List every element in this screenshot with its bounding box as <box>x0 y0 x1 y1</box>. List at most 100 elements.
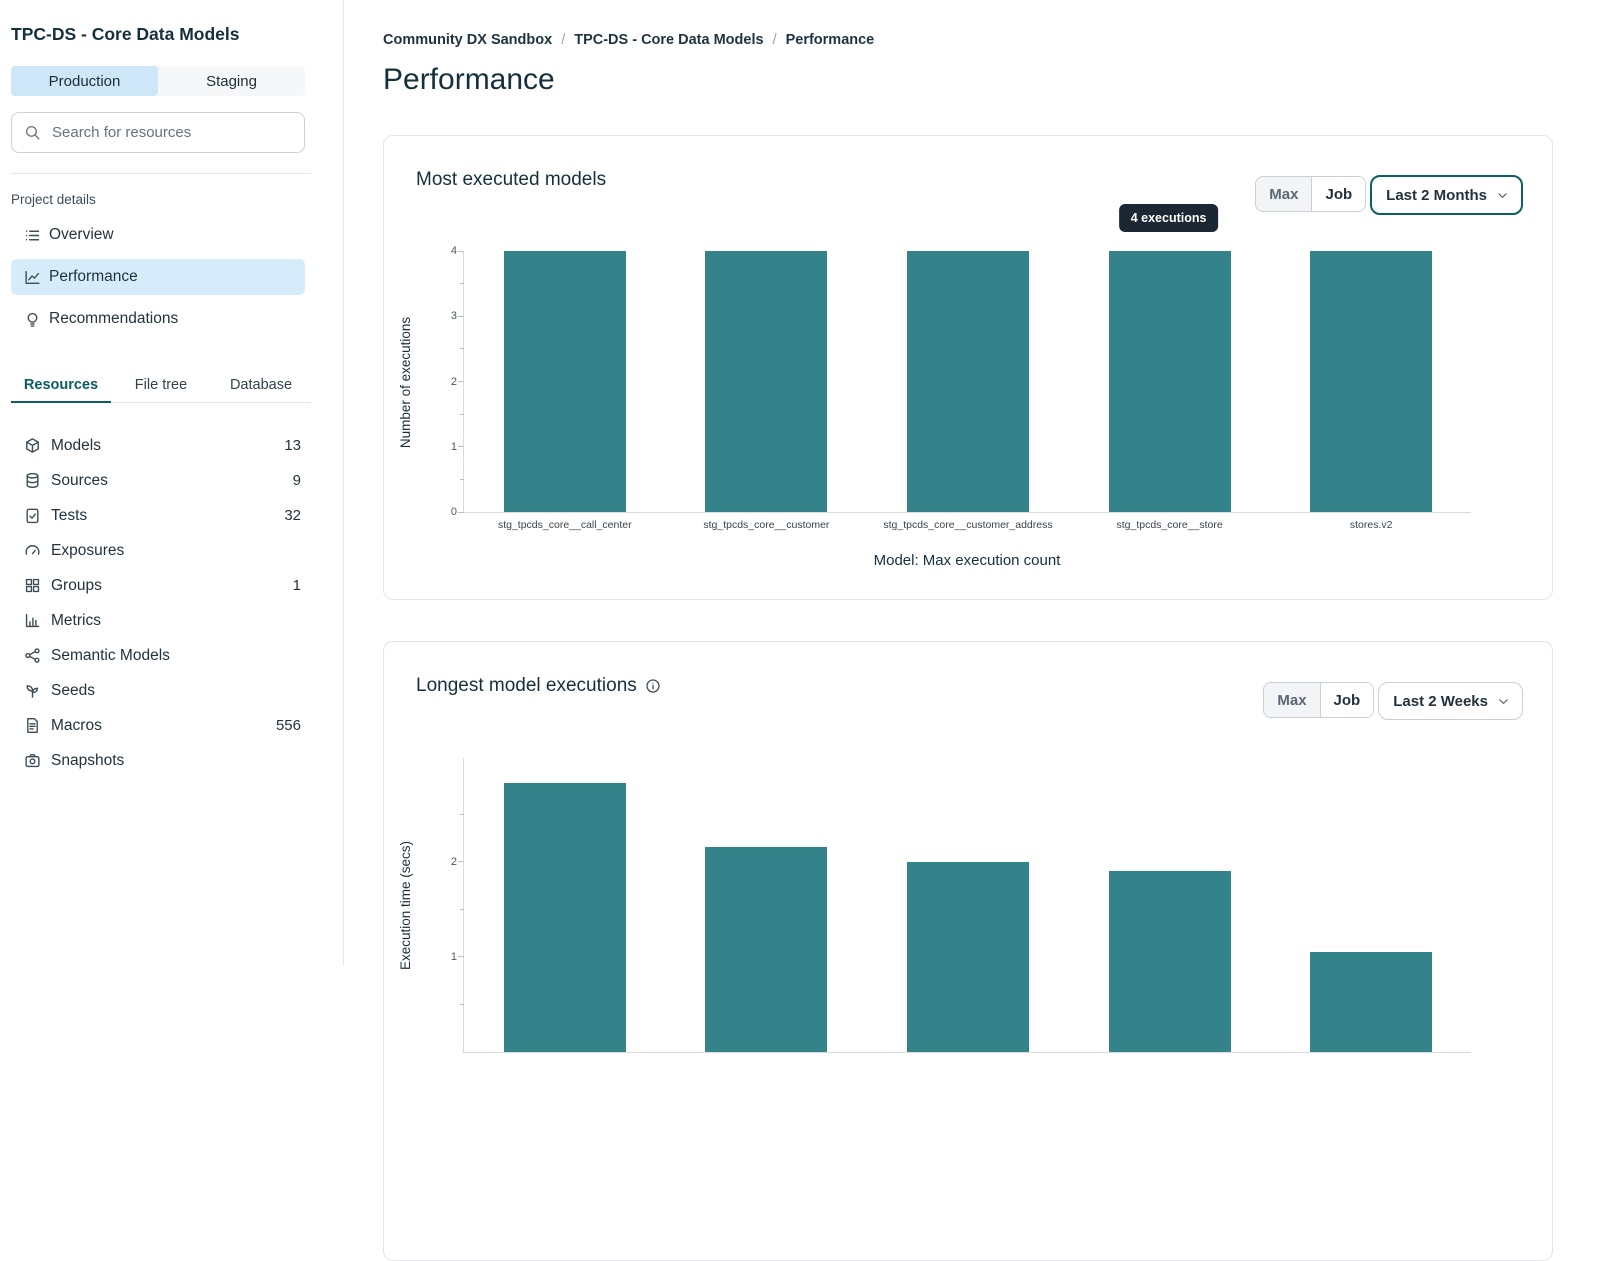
bar-model-5[interactable] <box>1310 952 1433 1052</box>
resource-label: Semantic Models <box>51 646 170 664</box>
search-input[interactable] <box>11 112 305 153</box>
resource-item-seeds[interactable]: Seeds <box>11 673 305 708</box>
project-details-label: Project details <box>11 192 96 207</box>
toggle-job-button[interactable]: Job <box>1320 683 1374 717</box>
tab-staging[interactable]: Staging <box>158 66 305 96</box>
chart-title: Most executed models <box>416 169 606 191</box>
chart-card-most-executed: Most executed models Max Job Last 2 Mont… <box>383 135 1553 600</box>
sidebar-divider <box>11 173 311 174</box>
sidebar-item-recommendations[interactable]: Recommendations <box>11 301 305 337</box>
toggle-max-button[interactable]: Max <box>1264 683 1321 717</box>
y-axis-minor-tick <box>460 908 464 910</box>
sidebar-item-overview[interactable]: Overview <box>11 217 305 253</box>
y-axis-minor-tick <box>460 283 464 285</box>
tab-production[interactable]: Production <box>11 66 158 96</box>
bar-model-1[interactable] <box>503 782 626 1052</box>
y-axis-tick <box>458 381 464 382</box>
main-content: Community DX Sandbox / TPC-DS - Core Data … <box>345 0 1621 1261</box>
max-job-toggle: Max Job <box>1263 682 1375 718</box>
y-axis-tick <box>458 956 464 958</box>
resource-count: 9 <box>292 472 301 489</box>
resource-label: Exposures <box>51 541 125 559</box>
resource-item-semantic-models[interactable]: Semantic Models <box>11 638 305 673</box>
time-range-dropdown[interactable]: Last 2 Months <box>1370 175 1523 215</box>
resource-label: Sources <box>51 471 108 489</box>
chevron-down-icon <box>1496 189 1509 202</box>
resource-item-tests[interactable]: Tests 32 <box>11 498 305 533</box>
y-axis-minor-tick <box>460 1003 464 1005</box>
x-axis-category-label: stg_tpcds_core__customer <box>703 519 830 531</box>
y-axis-label: Execution time (secs) <box>398 840 414 970</box>
tab-resources[interactable]: Resources <box>11 368 111 403</box>
chart-title: Longest model executions <box>416 675 661 697</box>
sidebar-item-performance[interactable]: Performance <box>11 259 305 295</box>
chart-controls: Max Job Last 2 Months <box>1255 175 1523 215</box>
breadcrumb-link-project[interactable]: TPC-DS - Core Data Models <box>574 32 764 48</box>
y-axis-tick-label: 4 <box>450 245 457 257</box>
toggle-job-button[interactable]: Job <box>1312 177 1366 211</box>
y-axis-tick <box>458 511 464 513</box>
y-axis-label: Number of executions <box>398 316 414 448</box>
chevron-down-icon <box>1497 695 1510 708</box>
chart-card-longest-executions: Longest model executions Max Job Last 2 … <box>383 641 1553 1261</box>
resource-label: Metrics <box>51 611 101 629</box>
y-axis-tick <box>458 861 464 863</box>
bar-stg-tpcds-core-customer[interactable] <box>705 251 828 512</box>
lightbulb-icon <box>24 311 41 328</box>
camera-icon <box>24 752 41 769</box>
bar-stg-tpcds-core-customer-address[interactable] <box>907 251 1029 512</box>
resource-item-groups[interactable]: Groups 1 <box>11 568 305 603</box>
x-axis-title: Model: Max execution count <box>873 552 1061 569</box>
breadcrumb-link-account[interactable]: Community DX Sandbox <box>383 32 553 48</box>
y-axis-tick <box>458 250 464 252</box>
y-axis-minor-tick <box>460 813 464 815</box>
search-icon <box>24 124 41 141</box>
y-axis-minor-tick <box>460 478 464 480</box>
resource-item-metrics[interactable]: Metrics <box>11 603 305 638</box>
breadcrumb: Community DX Sandbox / TPC-DS - Core Data … <box>383 32 1621 48</box>
resource-item-macros[interactable]: Macros 556 <box>11 708 305 743</box>
bar-chart-icon <box>24 612 41 629</box>
seedling-icon <box>24 682 41 699</box>
y-axis-tick-label: 0 <box>450 506 457 518</box>
bar-stg-tpcds-core-call-center[interactable] <box>503 251 626 512</box>
share-nodes-icon <box>24 647 41 664</box>
bar-stg-tpcds-core-store[interactable] <box>1108 251 1231 512</box>
tab-database[interactable]: Database <box>211 368 311 403</box>
project-sidebar: TPC-DS - Core Data Models Production Sta… <box>0 0 344 966</box>
clipboard-icon <box>24 507 41 524</box>
resource-label: Models <box>51 436 101 454</box>
y-axis-tick-label: 1 <box>450 950 457 963</box>
bar-model-4[interactable] <box>1108 871 1231 1052</box>
resource-item-exposures[interactable]: Exposures <box>11 533 305 568</box>
resource-label: Snapshots <box>51 751 125 769</box>
breadcrumb-current: Performance <box>785 32 875 48</box>
x-axis-category-label: stg_tpcds_core__store <box>1116 519 1223 531</box>
y-axis-minor-tick <box>460 348 464 350</box>
resource-item-sources[interactable]: Sources 9 <box>11 463 305 498</box>
time-range-dropdown[interactable]: Last 2 Weeks <box>1378 682 1523 720</box>
resource-item-snapshots[interactable]: Snapshots <box>11 743 305 778</box>
bar-stores-v2[interactable] <box>1310 251 1433 512</box>
toggle-max-button[interactable]: Max <box>1256 177 1313 211</box>
breadcrumb-separator: / <box>772 32 777 48</box>
y-axis-tick <box>458 446 464 448</box>
bar-model-3[interactable] <box>907 861 1029 1052</box>
resource-label: Tests <box>51 506 88 524</box>
info-icon[interactable] <box>645 678 661 694</box>
resource-label: Groups <box>51 576 102 594</box>
tab-file-tree[interactable]: File tree <box>111 368 211 403</box>
sidebar-item-label: Performance <box>49 268 138 285</box>
y-axis-minor-tick <box>460 413 464 415</box>
resource-item-models[interactable]: Models 13 <box>11 428 305 463</box>
resource-count: 1 <box>292 577 301 594</box>
y-axis-tick-label: 2 <box>450 855 457 868</box>
bar-model-2[interactable] <box>705 847 828 1052</box>
resource-label: Macros <box>51 716 102 734</box>
grid-icon <box>24 577 41 594</box>
resource-label: Seeds <box>51 681 95 699</box>
page-title: Performance <box>383 63 555 96</box>
list-icon <box>24 227 41 244</box>
time-range-value: Last 2 Weeks <box>1393 692 1488 710</box>
resource-count: 556 <box>275 717 301 734</box>
